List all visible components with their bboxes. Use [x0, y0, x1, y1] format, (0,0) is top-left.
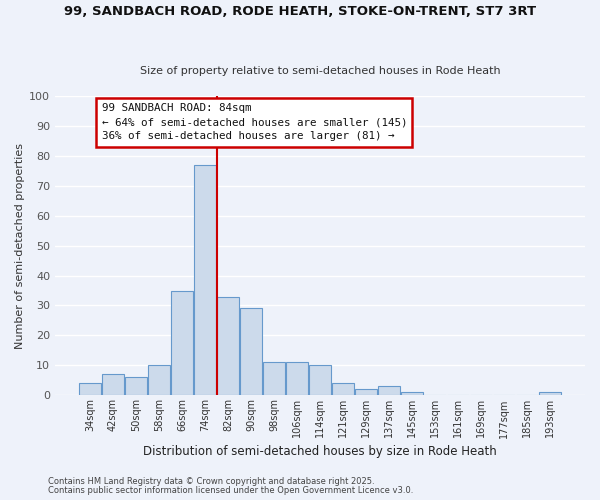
Bar [378, 386, 400, 396]
Y-axis label: Number of semi-detached properties: Number of semi-detached properties [15, 142, 25, 348]
Bar [286, 362, 308, 396]
Bar [194, 164, 216, 396]
Title: Size of property relative to semi-detached houses in Rode Heath: Size of property relative to semi-detach… [140, 66, 500, 76]
Text: Contains public sector information licensed under the Open Government Licence v3: Contains public sector information licen… [48, 486, 413, 495]
Bar [263, 362, 285, 396]
Bar [102, 374, 124, 396]
Text: 99 SANDBACH ROAD: 84sqm
← 64% of semi-detached houses are smaller (145)
36% of s: 99 SANDBACH ROAD: 84sqm ← 64% of semi-de… [101, 103, 407, 141]
X-axis label: Distribution of semi-detached houses by size in Rode Heath: Distribution of semi-detached houses by … [143, 444, 497, 458]
Text: Contains HM Land Registry data © Crown copyright and database right 2025.: Contains HM Land Registry data © Crown c… [48, 477, 374, 486]
Text: 99, SANDBACH ROAD, RODE HEATH, STOKE-ON-TRENT, ST7 3RT: 99, SANDBACH ROAD, RODE HEATH, STOKE-ON-… [64, 5, 536, 18]
Bar [309, 366, 331, 396]
Bar [332, 384, 354, 396]
Bar [539, 392, 561, 396]
Bar [79, 384, 101, 396]
Bar [217, 296, 239, 396]
Bar [171, 290, 193, 396]
Bar [240, 308, 262, 396]
Bar [401, 392, 423, 396]
Bar [125, 378, 147, 396]
Bar [355, 390, 377, 396]
Bar [148, 366, 170, 396]
